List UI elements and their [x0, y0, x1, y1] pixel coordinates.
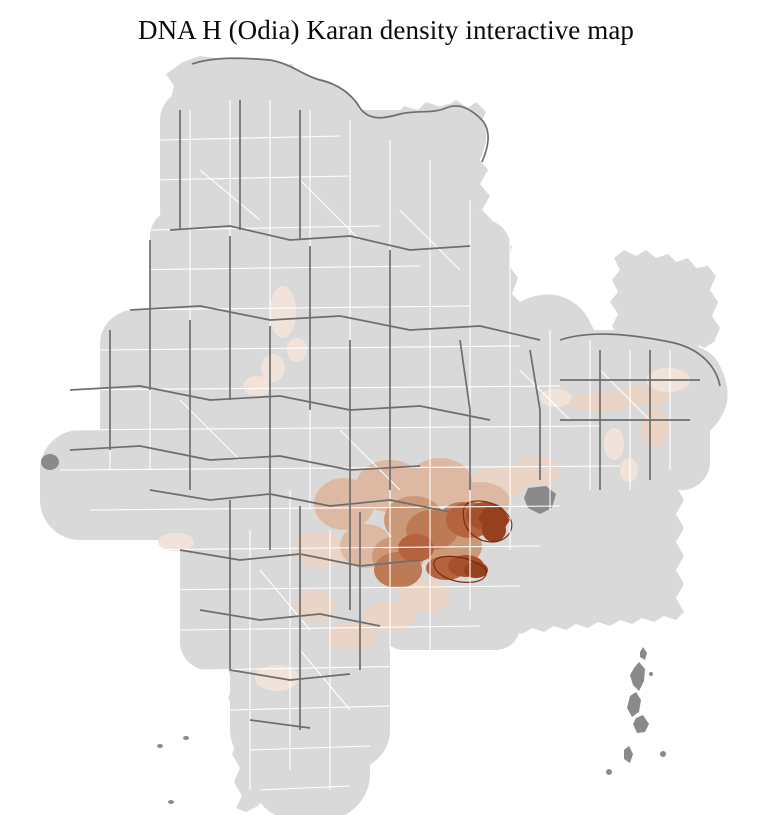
- map-svg[interactable]: .dgray{fill:#d9d9d9;} .p1{fill:#f2e3da;}…: [0, 50, 772, 815]
- india-choropleth-map[interactable]: .dgray{fill:#d9d9d9;} .p1{fill:#f2e3da;}…: [0, 50, 772, 815]
- map-state-borders: [69, 57, 721, 730]
- low-density-districts[interactable]: [158, 286, 690, 691]
- unmapped-delta: [41, 454, 556, 514]
- island-group: [157, 647, 666, 804]
- page-title: DNA H (Odia) Karan density interactive m…: [137, 15, 635, 45]
